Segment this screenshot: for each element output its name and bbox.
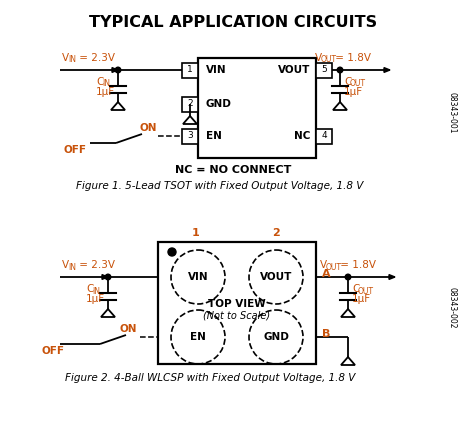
Polygon shape	[102, 275, 108, 280]
Text: 2: 2	[187, 99, 193, 108]
Polygon shape	[112, 67, 118, 73]
Text: 08343-002: 08343-002	[447, 287, 457, 329]
Text: C: C	[86, 284, 93, 294]
Text: V: V	[62, 53, 69, 63]
Text: = 2.3V: = 2.3V	[76, 53, 115, 63]
Text: NC = NO CONNECT: NC = NO CONNECT	[175, 165, 291, 175]
Text: VOUT: VOUT	[278, 65, 310, 75]
Bar	[182, 63, 198, 78]
Text: = 1.8V: = 1.8V	[337, 260, 376, 270]
Bar	[182, 129, 198, 144]
Text: GND: GND	[263, 332, 289, 342]
Text: = 2.3V: = 2.3V	[76, 260, 115, 270]
Text: ON: ON	[119, 324, 137, 334]
Text: 1μF: 1μF	[96, 87, 115, 97]
Circle shape	[115, 67, 121, 73]
Text: OUT: OUT	[358, 286, 374, 295]
Text: = 1.8V: = 1.8V	[332, 53, 371, 63]
Text: IN: IN	[92, 286, 100, 295]
Text: A: A	[322, 269, 330, 279]
Text: 08343-001: 08343-001	[447, 92, 457, 134]
Polygon shape	[389, 275, 395, 280]
Text: Figure 2. 4-Ball WLCSP with Fixed Output Voltage, 1.8 V: Figure 2. 4-Ball WLCSP with Fixed Output…	[65, 373, 355, 383]
Text: 1μF: 1μF	[352, 294, 371, 304]
Text: B: B	[322, 329, 330, 339]
Text: 1μF: 1μF	[86, 294, 105, 304]
Text: 2: 2	[272, 228, 280, 238]
Text: IN: IN	[102, 79, 110, 89]
Text: 1μF: 1μF	[344, 87, 363, 97]
Text: IN: IN	[68, 55, 76, 64]
Text: NC: NC	[294, 131, 310, 141]
Circle shape	[105, 274, 111, 280]
Text: 3: 3	[187, 131, 193, 140]
Bar	[198, 58, 316, 158]
Polygon shape	[384, 67, 390, 73]
Text: V: V	[315, 53, 322, 63]
Text: OUT: OUT	[350, 79, 366, 89]
Text: VIN: VIN	[188, 272, 208, 282]
Text: EN: EN	[206, 131, 222, 141]
Text: OUT: OUT	[326, 263, 342, 271]
Text: VOUT: VOUT	[260, 272, 292, 282]
Text: C: C	[96, 77, 103, 87]
Text: ON: ON	[139, 123, 157, 133]
Text: EN: EN	[190, 332, 206, 342]
Text: OFF: OFF	[42, 346, 65, 356]
Bar	[158, 242, 316, 364]
Text: Figure 1. 5-Lead TSOT with Fixed Output Voltage, 1.8 V: Figure 1. 5-Lead TSOT with Fixed Output …	[76, 181, 363, 191]
Text: IN: IN	[68, 263, 76, 271]
Circle shape	[345, 274, 351, 280]
Circle shape	[337, 67, 343, 73]
Text: C: C	[352, 284, 359, 294]
Text: VIN: VIN	[206, 65, 226, 75]
Bar	[316, 63, 332, 78]
Text: OUT: OUT	[321, 55, 337, 64]
Text: C: C	[344, 77, 351, 87]
Text: OFF: OFF	[63, 145, 86, 155]
Text: (Not to Scale): (Not to Scale)	[204, 310, 271, 320]
Bar	[316, 129, 332, 144]
Text: V: V	[62, 260, 69, 270]
Text: 5: 5	[321, 66, 327, 74]
Circle shape	[168, 248, 176, 256]
Text: V: V	[320, 260, 327, 270]
Text: 4: 4	[321, 131, 327, 140]
Bar	[182, 97, 198, 112]
Text: GND: GND	[206, 99, 232, 109]
Text: TOP VIEW: TOP VIEW	[208, 299, 266, 309]
Text: TYPICAL APPLICATION CIRCUITS: TYPICAL APPLICATION CIRCUITS	[89, 15, 377, 30]
Text: 1: 1	[187, 66, 193, 74]
Text: 1: 1	[192, 228, 200, 238]
